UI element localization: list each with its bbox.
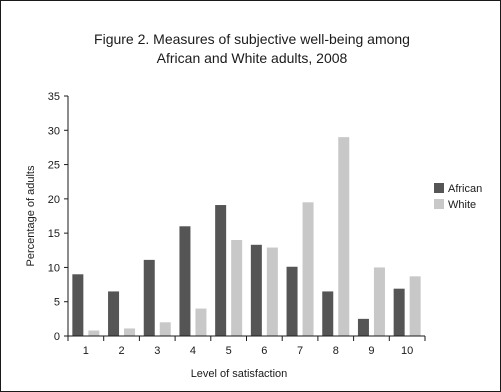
x-tick-label: 9 [368, 345, 374, 357]
bar-white-8 [338, 137, 350, 336]
y-tick-label: 5 [54, 297, 60, 309]
chart-title-line-1: Figure 2. Measures of subjective well-be… [94, 31, 410, 47]
bar-white-5 [231, 240, 243, 336]
x-tick-label: 10 [401, 345, 413, 357]
y-tick-label: 10 [48, 262, 60, 274]
x-tick-label: 3 [154, 345, 160, 357]
bar-white-4 [195, 308, 207, 336]
x-tick-label: 5 [226, 345, 232, 357]
bar-african-7 [286, 266, 298, 336]
bar-african-9 [357, 318, 369, 336]
bar-african-10 [393, 288, 405, 336]
legend-label-white: White [448, 199, 476, 211]
y-tick-label: 15 [48, 228, 60, 240]
bar-white-7 [302, 202, 314, 336]
legend-swatch-african [434, 183, 444, 193]
bar-african-8 [322, 291, 334, 336]
x-tick-label: 4 [190, 345, 196, 357]
y-tick-label: 25 [48, 160, 60, 172]
legend-swatch-white [434, 199, 444, 209]
x-tick-label: 8 [333, 345, 339, 357]
bar-white-1 [88, 330, 100, 336]
x-tick-label: 2 [118, 345, 124, 357]
y-tick-label: 0 [54, 331, 60, 343]
bar-white-6 [266, 247, 278, 336]
bar-african-1 [72, 274, 84, 336]
chart-title-line-2: African and White adults, 2008 [157, 50, 348, 66]
bar-white-10 [409, 276, 421, 336]
legend: African White [434, 183, 482, 211]
y-axis-ticks: 0 5 10 15 20 25 30 35 [48, 91, 68, 343]
bar-african-4 [179, 226, 191, 336]
x-tick-label: 6 [261, 345, 267, 357]
y-axis-label: Percentage of adults [25, 165, 37, 266]
bars [72, 137, 421, 336]
x-axis-ticks: 1 2 3 4 5 6 7 8 9 10 [67, 336, 426, 357]
bar-african-3 [143, 259, 155, 336]
x-tick-label: 7 [297, 345, 303, 357]
y-tick-label: 30 [48, 125, 60, 137]
x-tick-label: 1 [83, 345, 89, 357]
bar-african-2 [108, 291, 120, 336]
bar-white-9 [373, 267, 385, 336]
bar-african-6 [250, 244, 262, 336]
x-axis-label: Level of satisfaction [191, 368, 288, 380]
y-tick-label: 35 [48, 91, 60, 103]
bar-white-2 [124, 328, 136, 336]
bar-african-5 [215, 205, 227, 336]
bar-white-3 [159, 322, 171, 336]
legend-label-african: African [448, 183, 482, 195]
y-tick-label: 20 [48, 194, 60, 206]
